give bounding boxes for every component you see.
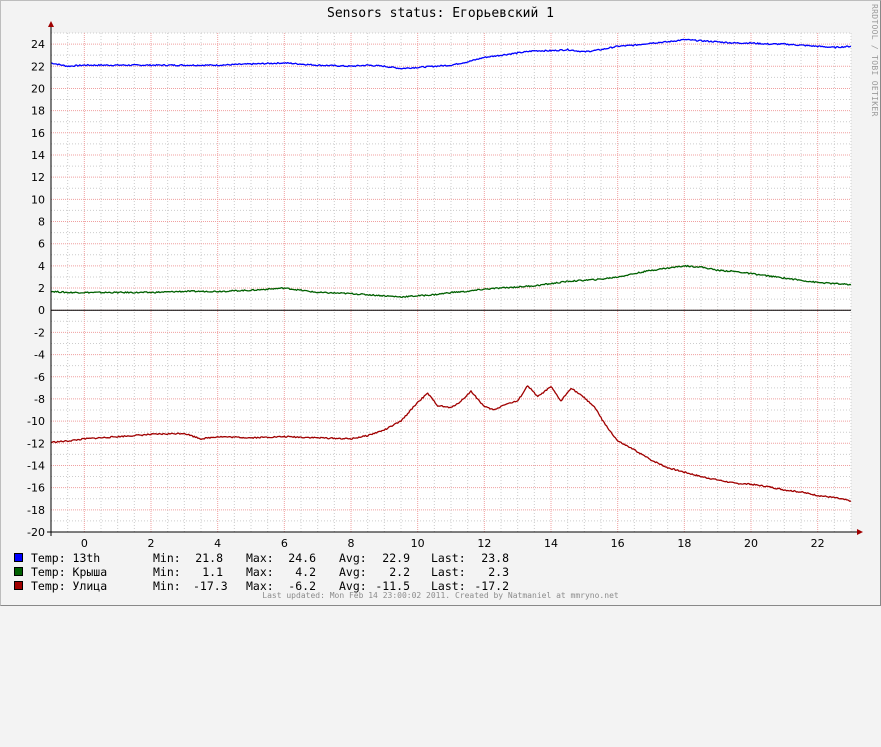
y-tick-label: 14 xyxy=(31,149,45,162)
legend-max-label: Max: xyxy=(246,551,274,565)
legend-avg-value: 2.2 xyxy=(389,565,410,579)
y-tick-label: 12 xyxy=(31,171,45,184)
legend-last-value: 23.8 xyxy=(481,551,509,565)
legend-max-value: 24.6 xyxy=(288,551,316,565)
y-tick-label: -10 xyxy=(27,415,45,428)
legend-avg-label: Avg: xyxy=(339,579,367,593)
y-tick-label: -18 xyxy=(27,504,45,517)
legend-avg-value: 22.9 xyxy=(382,551,410,565)
legend-last-label: Last: xyxy=(431,565,466,579)
y-tick-label: 10 xyxy=(31,193,45,206)
y-tick-label: -20 xyxy=(27,526,45,539)
legend-label: Temp: 13th xyxy=(31,551,101,565)
legend-min-label: Min: xyxy=(153,565,181,579)
y-tick-label: 22 xyxy=(31,60,45,73)
x-tick-label: 20 xyxy=(744,537,758,550)
y-tick-label: -16 xyxy=(27,482,45,495)
y-tick-label: 4 xyxy=(38,260,45,273)
series-line xyxy=(50,385,852,502)
x-tick-label: 6 xyxy=(281,537,288,550)
x-axis-arrow xyxy=(857,529,863,535)
legend-swatch-roof xyxy=(14,567,23,576)
rrdtool-watermark: RRDTOOL / TOBI OETIKER xyxy=(870,4,879,117)
x-tick-label: 8 xyxy=(348,537,355,550)
legend-avg-label: Avg: xyxy=(339,565,367,579)
legend-row-roof: Temp: Крыша Min: 1.1 Max: 4.2 Avg: 2.2 L… xyxy=(14,565,509,579)
legend-swatch-13th xyxy=(14,553,23,562)
legend-min-value: 1.1 xyxy=(202,565,223,579)
x-tick-label: 0 xyxy=(81,537,88,550)
legend-max-value: -6.2 xyxy=(288,579,316,593)
legend-swatch-street xyxy=(14,581,23,590)
y-tick-label: 18 xyxy=(31,105,45,118)
y-tick-label: -6 xyxy=(34,371,45,384)
x-tick-label: 10 xyxy=(411,537,425,550)
x-tick-label: 22 xyxy=(811,537,825,550)
y-tick-label: 2 xyxy=(38,282,45,295)
legend-min-value: 21.8 xyxy=(195,551,223,565)
series-line xyxy=(50,264,852,299)
legend-max-label: Max: xyxy=(246,579,274,593)
legend-last-value: -17.2 xyxy=(474,579,509,593)
legend-avg-label: Avg: xyxy=(339,551,367,565)
legend-label: Temp: Крыша xyxy=(31,565,108,579)
x-tick-label: 16 xyxy=(611,537,625,550)
footer-note: Last updated: Mon Feb 14 23:00:02 2011. … xyxy=(262,591,619,600)
legend-max-label: Max: xyxy=(246,565,274,579)
y-tick-label: -12 xyxy=(27,437,45,450)
y-tick-label: 24 xyxy=(31,38,45,51)
x-tick-label: 4 xyxy=(214,537,221,550)
y-axis-arrow xyxy=(48,21,54,27)
x-tick-label: 2 xyxy=(148,537,155,550)
legend-row-street: Temp: Улица Min: -17.3 Max: -6.2 Avg: -1… xyxy=(14,579,509,593)
x-tick-label: 18 xyxy=(677,537,691,550)
y-tick-label: -2 xyxy=(34,326,45,339)
legend-label: Temp: Улица xyxy=(31,579,108,593)
legend-avg-value: -11.5 xyxy=(375,579,410,593)
x-tick-label: 14 xyxy=(544,537,558,550)
y-tick-label: 20 xyxy=(31,82,45,95)
legend-last-label: Last: xyxy=(431,579,466,593)
legend-min-label: Min: xyxy=(153,579,181,593)
legend-last-value: 2.3 xyxy=(488,565,509,579)
legend-min-value: -17.3 xyxy=(193,579,228,593)
chart-title: Sensors status: Егорьевский 1 xyxy=(327,6,554,21)
legend-min-label: Min: xyxy=(153,551,181,565)
y-tick-label: 8 xyxy=(38,216,45,229)
y-tick-label: -4 xyxy=(34,349,45,362)
y-tick-label: -8 xyxy=(34,393,45,406)
series-line xyxy=(50,38,852,70)
legend-row-13th: Temp: 13th Min: 21.8 Max: 24.6 Avg: 22.9… xyxy=(14,551,509,565)
legend-max-value: 4.2 xyxy=(295,565,316,579)
y-tick-label: 6 xyxy=(38,238,45,251)
y-tick-label: 0 xyxy=(38,304,45,317)
y-tick-label: -14 xyxy=(27,459,45,472)
chart-svg: 242220181614121086420-2-4-6-8-10-12-14-1… xyxy=(27,21,863,550)
legend-last-label: Last: xyxy=(431,551,466,565)
x-tick-label: 12 xyxy=(477,537,491,550)
y-tick-label: 16 xyxy=(31,127,45,140)
